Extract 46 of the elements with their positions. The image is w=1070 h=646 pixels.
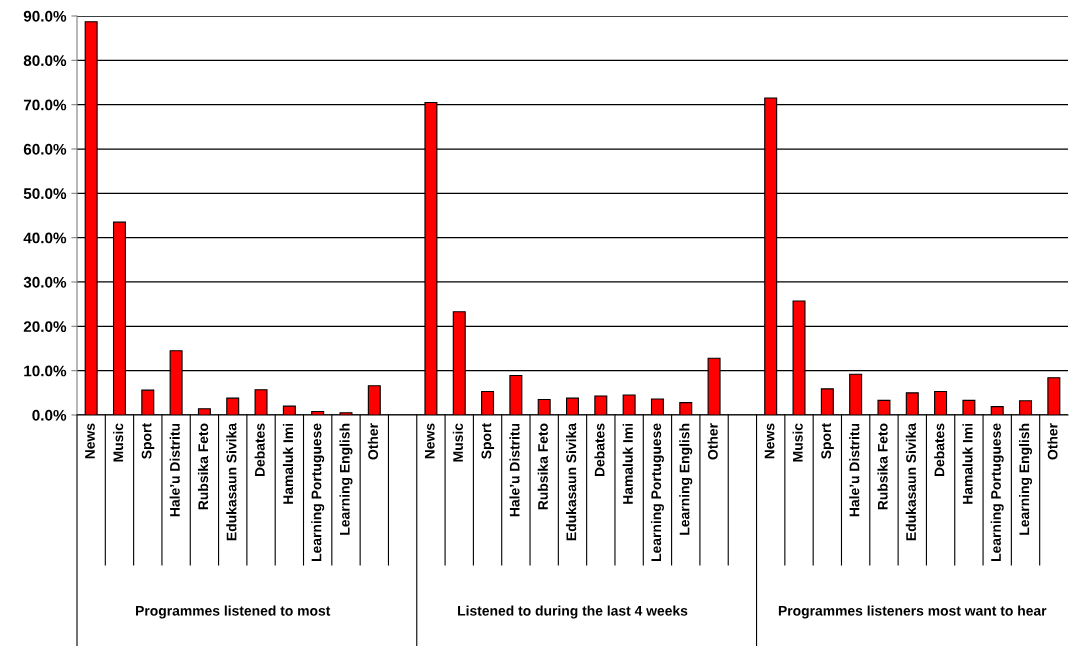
x-tick-label: Rubsika Feto xyxy=(537,423,548,510)
x-tick-label: News xyxy=(85,423,95,459)
text: Listened to during the last 4 weeks xyxy=(458,605,688,619)
x-tick-label: Other xyxy=(1047,423,1058,460)
y-tick-label: 30.0% xyxy=(23,276,67,288)
x-tick-label: Music xyxy=(792,423,803,462)
x-tick-label: Debates xyxy=(934,423,945,477)
y-tick-label: 0.0% xyxy=(32,409,67,421)
x-tick-label: Learning Portuguese xyxy=(650,423,664,561)
y-tick-label: 50.0% xyxy=(23,188,67,200)
x-tick-label: Hale’u Distritu xyxy=(849,423,860,517)
x-tick-label: Other xyxy=(707,423,718,460)
x-tick-label: Sport xyxy=(481,423,495,459)
y-tick-label: 90.0% xyxy=(23,10,67,22)
y-tick-label: 70.0% xyxy=(23,99,67,111)
x-tick-label: Rubsika Feto xyxy=(197,423,209,510)
x-tick-label: Learning English xyxy=(679,423,693,535)
x-tick-label: Hamaluk Imi xyxy=(282,423,294,504)
x-tick-label: Sport xyxy=(141,423,155,459)
text: Programmes listeners most want to hear xyxy=(778,605,1047,619)
x-tick-label: Edukasaun Sivika xyxy=(566,422,577,541)
x-tick-label: Learning Portuguese xyxy=(990,423,1004,561)
x-tick-label: Music xyxy=(452,423,463,462)
x-tick-label: News xyxy=(424,423,435,459)
x-tick-label: Learning English xyxy=(339,423,353,535)
y-tick-label: 60.0% xyxy=(23,143,67,155)
x-tick-label: Sport xyxy=(821,423,834,459)
y-tick-label: 40.0% xyxy=(23,232,67,244)
x-tick-label: News xyxy=(764,423,775,459)
x-tick-label: Music xyxy=(113,423,124,462)
x-tick-label: Hamaluk Imi xyxy=(622,423,633,504)
x-tick-label: Learning Portuguese xyxy=(311,423,325,561)
x-tick-label: Hale’u Distritu xyxy=(169,423,180,517)
x-tick-label: Edukasaun Sivika xyxy=(226,422,237,541)
y-tick-label: 20.0% xyxy=(23,321,67,333)
x-tick-label: Hamaluk Imi xyxy=(962,423,973,504)
x-tick-label: Rubsika Feto xyxy=(877,423,888,510)
x-tick-label: Other xyxy=(367,423,379,460)
x-tick-label: Edukasaun Sivika xyxy=(905,422,916,541)
x-tick-label: Hale’u Distritu xyxy=(509,423,520,517)
text: Programmes listened to most xyxy=(136,605,331,619)
x-tick-label: Learning English xyxy=(1019,423,1033,535)
x-tick-label: Debates xyxy=(254,423,265,477)
y-tick-label: 10.0% xyxy=(24,365,67,377)
x-tick-label: Debates xyxy=(594,423,605,477)
y-tick-label: 80.0% xyxy=(23,55,67,67)
